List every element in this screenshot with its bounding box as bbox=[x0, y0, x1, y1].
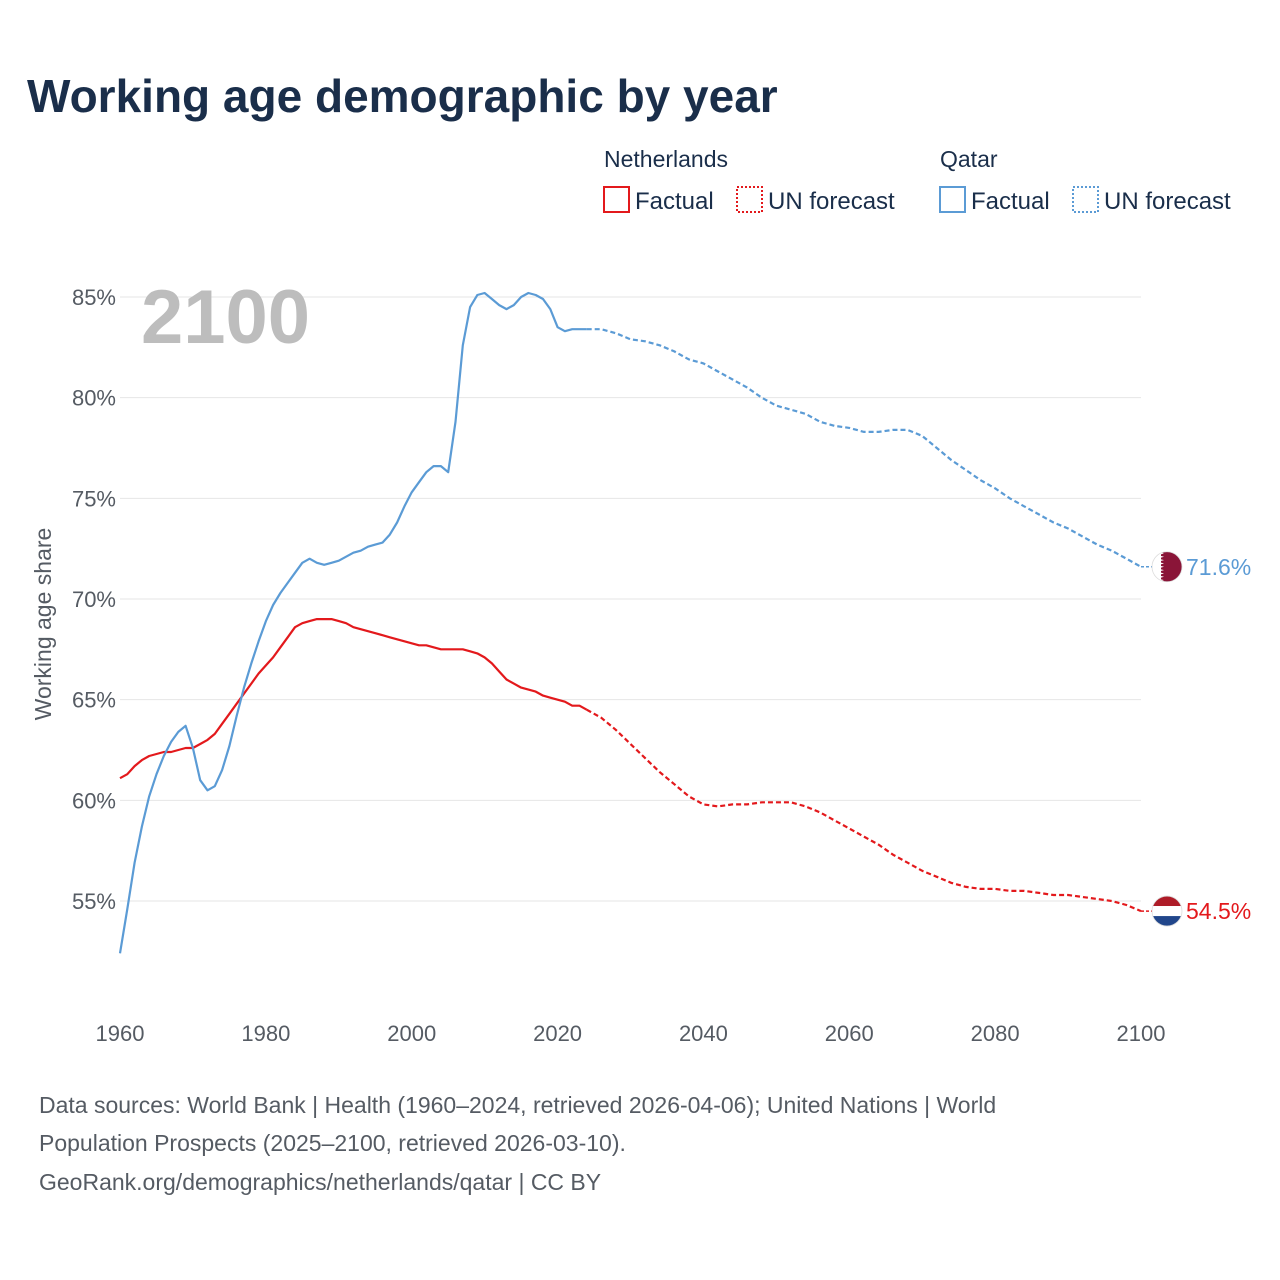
x-tick-label: 2020 bbox=[533, 1021, 582, 1046]
series-netherlands: 54.5% bbox=[119, 618, 1251, 927]
legend-qatar-factual-swatch bbox=[939, 186, 966, 213]
y-tick-label: 75% bbox=[72, 486, 116, 511]
year-watermark: 2100 bbox=[141, 275, 310, 360]
y-tick-label: 80% bbox=[72, 386, 116, 411]
y-tick-label: 70% bbox=[72, 587, 116, 612]
series-line-qatar-factual[interactable] bbox=[118, 291, 587, 954]
legend-qatar-forecast-swatch bbox=[1072, 186, 1099, 213]
footer-sources-line-1: Data sources: World Bank | Health (1960–… bbox=[39, 1092, 996, 1118]
series-line-qatar-forecast[interactable] bbox=[586, 328, 1142, 568]
y-tick-label: 60% bbox=[72, 788, 116, 813]
legend: Netherlands Factual UN forecast Qatar Fa… bbox=[603, 146, 1231, 215]
x-axis-ticks: 1960 1980 2000 2020 2040 2060 2080 2100 bbox=[96, 1021, 1166, 1046]
series-layer: 54.5% 71.6% bbox=[118, 291, 1251, 954]
legend-netherlands-forecast-label[interactable]: UN forecast bbox=[768, 188, 895, 215]
chart-title: Working age demographic by year bbox=[27, 70, 778, 122]
x-tick-label: 2100 bbox=[1117, 1021, 1166, 1046]
x-tick-label: 1960 bbox=[96, 1021, 145, 1046]
y-axis-ticks: 55% 60% 65% 70% 75% 80% 85% bbox=[72, 285, 116, 914]
series-qatar: 71.6% bbox=[118, 291, 1251, 954]
y-tick-label: 85% bbox=[72, 285, 116, 310]
x-tick-label: 2040 bbox=[679, 1021, 728, 1046]
legend-netherlands-forecast-swatch bbox=[736, 186, 763, 213]
end-value-label-netherlands: 54.5% bbox=[1186, 898, 1251, 924]
y-tick-label: 55% bbox=[72, 889, 116, 914]
x-tick-label: 2060 bbox=[825, 1021, 874, 1046]
qatar-flag-icon bbox=[1151, 551, 1183, 583]
footer-sources-line-2: Population Prospects (2025–2100, retriev… bbox=[39, 1130, 626, 1156]
legend-qatar-factual-label[interactable]: Factual bbox=[971, 188, 1050, 215]
legend-netherlands-factual-label[interactable]: Factual bbox=[635, 188, 714, 215]
netherlands-flag-icon bbox=[1151, 895, 1183, 927]
legend-qatar-forecast-label[interactable]: UN forecast bbox=[1104, 188, 1231, 215]
footer-attribution-link[interactable]: GeoRank.org/demographics/netherlands/qat… bbox=[39, 1169, 601, 1195]
legend-netherlands-header: Netherlands bbox=[604, 146, 728, 172]
series-line-netherlands-factual[interactable] bbox=[119, 618, 588, 780]
legend-qatar-header: Qatar bbox=[940, 146, 998, 172]
end-value-label-qatar: 71.6% bbox=[1186, 554, 1251, 580]
y-tick-label: 65% bbox=[72, 688, 116, 713]
x-tick-label: 2000 bbox=[387, 1021, 436, 1046]
x-tick-label: 2080 bbox=[971, 1021, 1020, 1046]
y-axis-label: Working age share bbox=[30, 528, 56, 721]
gridlines bbox=[120, 296, 1141, 902]
x-tick-label: 1980 bbox=[241, 1021, 290, 1046]
series-line-netherlands-forecast[interactable] bbox=[586, 708, 1142, 913]
legend-netherlands-factual-swatch bbox=[603, 186, 630, 213]
